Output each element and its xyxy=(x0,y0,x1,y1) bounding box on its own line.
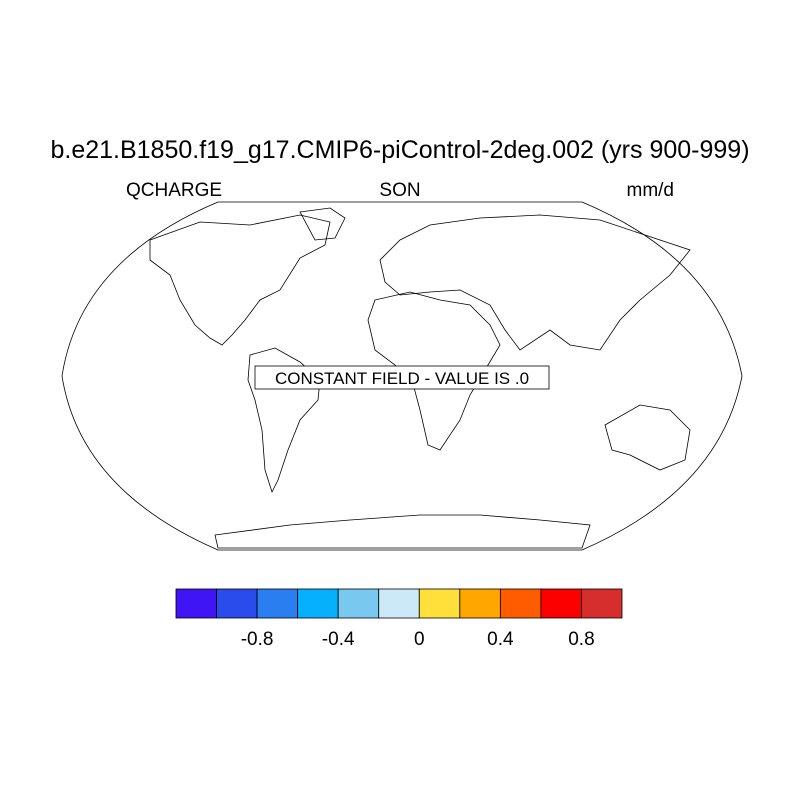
colorbar-box xyxy=(581,588,623,619)
colorbar-box xyxy=(459,588,501,619)
annotation: CONSTANT FIELD - VALUE IS .0 xyxy=(275,369,529,388)
africa xyxy=(367,291,501,451)
antarctica xyxy=(214,514,591,549)
eurasia xyxy=(379,214,691,351)
colorbar-box xyxy=(418,588,461,619)
colorbar-box xyxy=(256,588,299,619)
left-string: QCHARGE xyxy=(126,180,222,201)
colorbar-box xyxy=(216,588,258,619)
colorbar-box xyxy=(337,588,380,619)
center-string: SON xyxy=(379,180,420,201)
south-america xyxy=(247,347,321,494)
greenland xyxy=(299,207,346,241)
north-america xyxy=(149,214,331,346)
title: b.e21.B1850.f19_g17.CMIP6-piControl-2deg… xyxy=(50,136,749,164)
colorbar-box xyxy=(378,588,420,619)
colorbar-box xyxy=(540,588,582,619)
right-string: mm/d xyxy=(627,180,675,201)
colorbar-tick-label: 0 xyxy=(414,629,425,650)
map-border xyxy=(61,201,743,551)
colorbar: -0.8 -0.4 0 0.4 0.8 xyxy=(175,588,623,650)
colorbar-box xyxy=(297,588,339,619)
colorbar-tick-label: -0.4 xyxy=(322,629,355,650)
colorbar-tick-label: -0.8 xyxy=(241,629,274,650)
colorbar-tick-label: 0.4 xyxy=(487,629,514,650)
colorbar-box xyxy=(499,588,542,619)
colorbar-box xyxy=(175,588,217,619)
annotation-box xyxy=(254,365,550,390)
colorbar-tick-label: 0.8 xyxy=(568,629,594,650)
map xyxy=(61,201,743,551)
australia xyxy=(604,404,691,471)
